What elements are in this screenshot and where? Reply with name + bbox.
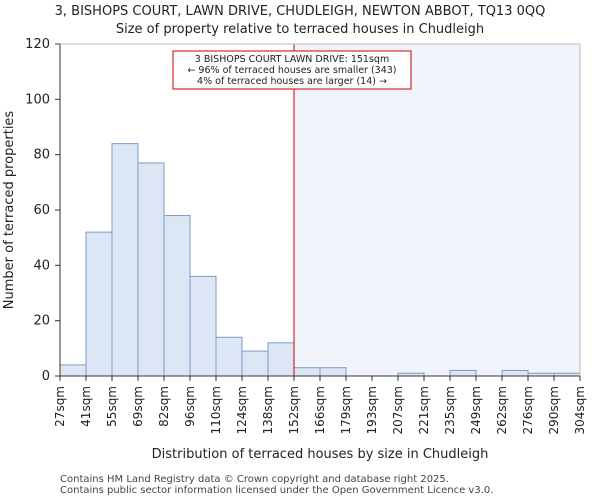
annotation-frame [172,50,412,90]
y-tick-label: 40 [33,258,50,273]
x-tick-label: 55sqm [105,386,119,427]
bar-166sqm [319,367,347,377]
y-tick-label: 20 [33,314,50,329]
footer-licence: Contains public sector information licen… [60,485,494,496]
x-axis-ticks: 27sqm 41sqm 55sqm 69sqm 82sqm 96sqm 110sqm 124s… [53,376,587,434]
bar-96sqm [189,275,217,377]
bar-124sqm [241,350,269,377]
y-tick-label: 80 [33,148,50,163]
y-tick-label: 0 [42,369,50,384]
bar-138sqm [267,342,295,377]
x-tick-label: 179sqm [339,386,353,434]
x-tick-label: 152sqm [287,386,301,434]
y-tick-label: 120 [25,37,50,52]
x-tick-label: 262sqm [495,386,509,434]
chart-title-address: 3, BISHOPS COURT, LAWN DRIVE, CHUDLEIGH,… [54,4,546,19]
x-tick-label: 290sqm [547,386,561,434]
x-tick-label: 138sqm [261,386,275,434]
x-tick-label: 235sqm [443,386,457,434]
x-tick-label: 221sqm [417,386,431,434]
bar-235sqm [449,369,477,377]
y-tick-label: 60 [33,203,50,218]
bar-41sqm [85,231,113,377]
bar-110sqm [215,336,243,377]
x-tick-label: 193sqm [365,386,379,434]
histogram-chart: 0 20 40 60 80 100 120 27sqm 41sqm 55sqm 69sqm 82sq… [2,37,587,462]
x-tick-label: 166sqm [313,386,327,434]
footer-copyright: Contains HM Land Registry data © Crown c… [60,474,449,485]
x-tick-label: 27sqm [53,386,67,427]
x-tick-label: 96sqm [183,386,197,427]
bar-82sqm [163,215,191,377]
x-tick-label: 207sqm [391,386,405,434]
x-tick-label: 249sqm [469,386,483,434]
x-tick-label: 110sqm [209,386,223,434]
bar-55sqm [111,143,139,377]
x-axis-label: Distribution of terraced houses by size … [152,447,489,462]
chart-title: Size of property relative to terraced ho… [115,22,485,37]
bar-262sqm [501,369,529,377]
bar-152sqm [293,367,321,377]
bar-69sqm [137,162,165,377]
bar-27sqm [59,364,87,377]
x-tick-label: 82sqm [157,386,171,427]
x-tick-label: 304sqm [573,386,587,434]
y-axis-ticks: 0 20 40 60 80 100 120 [25,37,60,384]
annotation-box: 3 BISHOPS COURT LAWN DRIVE: 151sqm ← 96%… [172,50,412,90]
x-tick-label: 41sqm [79,386,93,427]
larger-region-highlight [294,44,580,376]
y-axis-label: Number of terraced properties [2,111,17,310]
annotation-line-1: 3 BISHOPS COURT LAWN DRIVE: 151sqm [195,54,389,65]
annotation-line-2: ← 96% of terraced houses are smaller (34… [187,65,396,76]
x-tick-label: 69sqm [131,386,145,427]
bars-group [59,143,581,377]
y-tick-label: 100 [25,92,50,107]
annotation-line-3: 4% of terraced houses are larger (14) → [197,76,387,87]
x-tick-label: 124sqm [235,386,249,434]
x-tick-label: 276sqm [521,386,535,434]
